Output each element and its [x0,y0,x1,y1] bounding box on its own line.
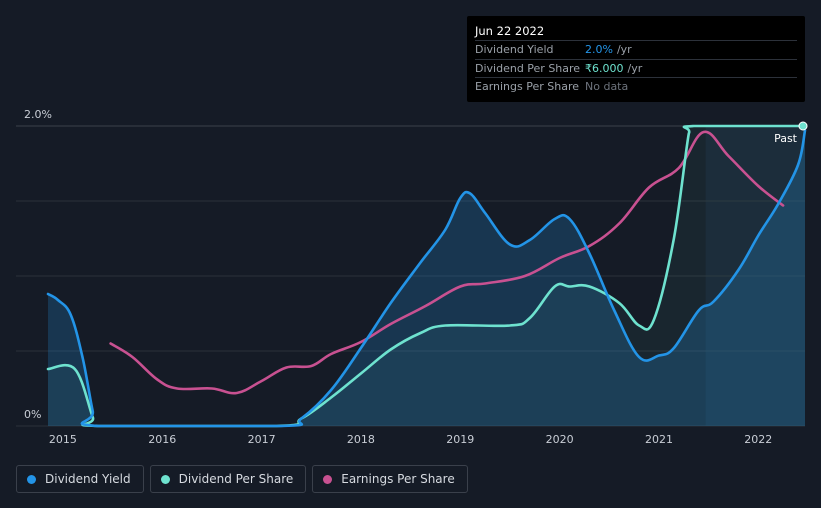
x-axis-ticks: 2015 2016 2017 2018 2019 2020 2021 2022 [49,433,772,446]
tooltip-date: Jun 22 2022 [475,22,797,41]
tooltip-value: ₹6.000 [585,61,624,75]
legend-dot-icon [160,474,170,484]
series-line [109,130,785,395]
past-label: Past [774,132,798,145]
legend-item-dividend-yield[interactable]: Dividend Yield [16,465,144,493]
legend-item-earnings-per-share[interactable]: Earnings Per Share [312,465,468,493]
tooltip-panel: Jun 22 2022 Dividend Yield 2.0% /yr Divi… [467,16,805,102]
legend-dot-icon [27,474,36,484]
legend-label: Dividend Per Share [178,472,294,486]
x-tick-label: 2020 [546,433,574,446]
end-marker-point [798,121,808,131]
y-axis-ticks: 2.0% 0% [24,108,52,421]
x-tick-label: 2015 [49,433,77,446]
legend: Dividend Yield Dividend Per Share Earnin… [16,465,468,493]
x-tick-label: 2016 [148,433,176,446]
tooltip-row-earnings-per-share: Earnings Per Share No data [475,78,797,96]
tooltip-unit: /yr [627,61,643,75]
tooltip-row-dividend-per-share: Dividend Per Share ₹6.000 /yr [475,60,797,78]
y-tick-label: 2.0% [24,108,52,121]
x-tick-label: 2019 [446,433,474,446]
legend-item-dividend-per-share[interactable]: Dividend Per Share [149,465,307,493]
legend-dot-icon [323,474,333,484]
tooltip-label: Earnings Per Share [475,80,580,93]
tooltip-value: No data [585,80,629,93]
area-fills [48,126,805,426]
x-tick-label: 2022 [744,433,772,446]
legend-label: Dividend Yield [45,472,131,486]
tooltip-unit: /yr [616,43,632,56]
x-tick-label: 2017 [248,433,276,446]
chart: 2015 2016 2017 2018 2019 2020 2021 2022 2.0%0% … [16,108,808,446]
x-tick-label: 2018 [347,433,375,446]
y-tick-label: 0% [24,408,41,421]
series-area [48,130,805,426]
series-line [46,129,807,428]
series-lines [46,124,807,428]
tooltip-label: Dividend Per Share [475,61,581,75]
tooltip-value: 2.0% [585,43,613,56]
tooltip-label: Dividend Yield [475,43,554,56]
x-tick-label: 2021 [645,433,673,446]
legend-label: Earnings Per Share [341,472,455,486]
series-area [48,126,805,426]
tooltip-row-dividend-yield: Dividend Yield 2.0% /yr [475,41,797,60]
